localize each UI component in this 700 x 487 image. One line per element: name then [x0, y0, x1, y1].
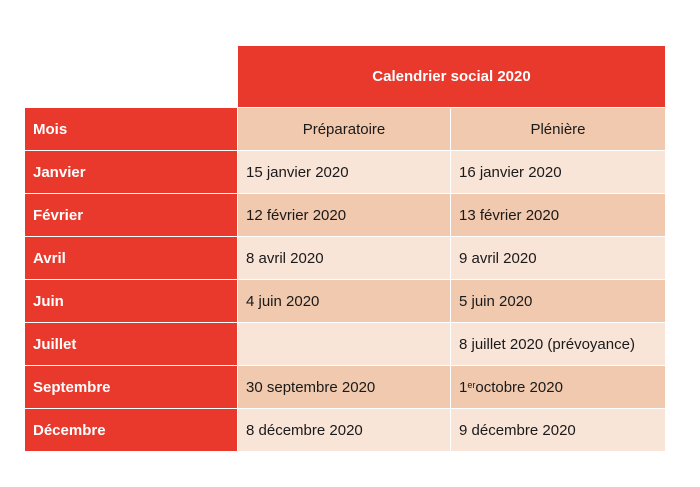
blank-corner-cell: [25, 46, 238, 108]
preparatoire-cell: 8 décembre 2020: [238, 409, 451, 452]
preparatoire-cell: 4 juin 2020: [238, 280, 451, 323]
preparatoire-cell: 15 janvier 2020: [238, 151, 451, 194]
month-cell: Juin: [25, 280, 238, 323]
pleniere-cell: 1 er octobre 2020: [451, 366, 665, 409]
pleniere-cell: 16 janvier 2020: [451, 151, 665, 194]
table-title: Calendrier social 2020: [238, 46, 665, 108]
preparatoire-cell: 30 septembre 2020: [238, 366, 451, 409]
header-month: Mois: [25, 108, 238, 151]
table-row: Juin 4 juin 2020 5 juin 2020: [25, 280, 665, 323]
month-cell: Septembre: [25, 366, 238, 409]
pleniere-cell: 13 février 2020: [451, 194, 665, 237]
header-preparatoire: Préparatoire: [238, 108, 451, 151]
preparatoire-cell: 8 avril 2020: [238, 237, 451, 280]
table-row: Avril 8 avril 2020 9 avril 2020: [25, 237, 665, 280]
preparatoire-cell: [238, 323, 451, 366]
calendar-table: Calendrier social 2020 Mois Préparatoire…: [25, 46, 665, 452]
preparatoire-cell: 12 février 2020: [238, 194, 451, 237]
pleniere-day: 1: [459, 378, 468, 396]
month-cell: Janvier: [25, 151, 238, 194]
title-row: Calendrier social 2020: [25, 46, 665, 108]
table-row: Septembre 30 septembre 2020 1 er octobre …: [25, 366, 665, 409]
month-cell: Juillet: [25, 323, 238, 366]
pleniere-cell: 9 avril 2020: [451, 237, 665, 280]
table-row: Juillet 8 juillet 2020 (prévoyance): [25, 323, 665, 366]
pleniere-cell: 5 juin 2020: [451, 280, 665, 323]
table-row: Février 12 février 2020 13 février 2020: [25, 194, 665, 237]
header-pleniere: Plénière: [451, 108, 665, 151]
table-row: Janvier 15 janvier 2020 16 janvier 2020: [25, 151, 665, 194]
month-cell: Décembre: [25, 409, 238, 452]
table-row: Décembre 8 décembre 2020 9 décembre 2020: [25, 409, 665, 452]
pleniere-cell: 9 décembre 2020: [451, 409, 665, 452]
month-cell: Avril: [25, 237, 238, 280]
pleniere-rest: octobre 2020: [475, 378, 563, 396]
month-cell: Février: [25, 194, 238, 237]
header-row: Mois Préparatoire Plénière: [25, 108, 665, 151]
pleniere-cell: 8 juillet 2020 (prévoyance): [451, 323, 665, 366]
